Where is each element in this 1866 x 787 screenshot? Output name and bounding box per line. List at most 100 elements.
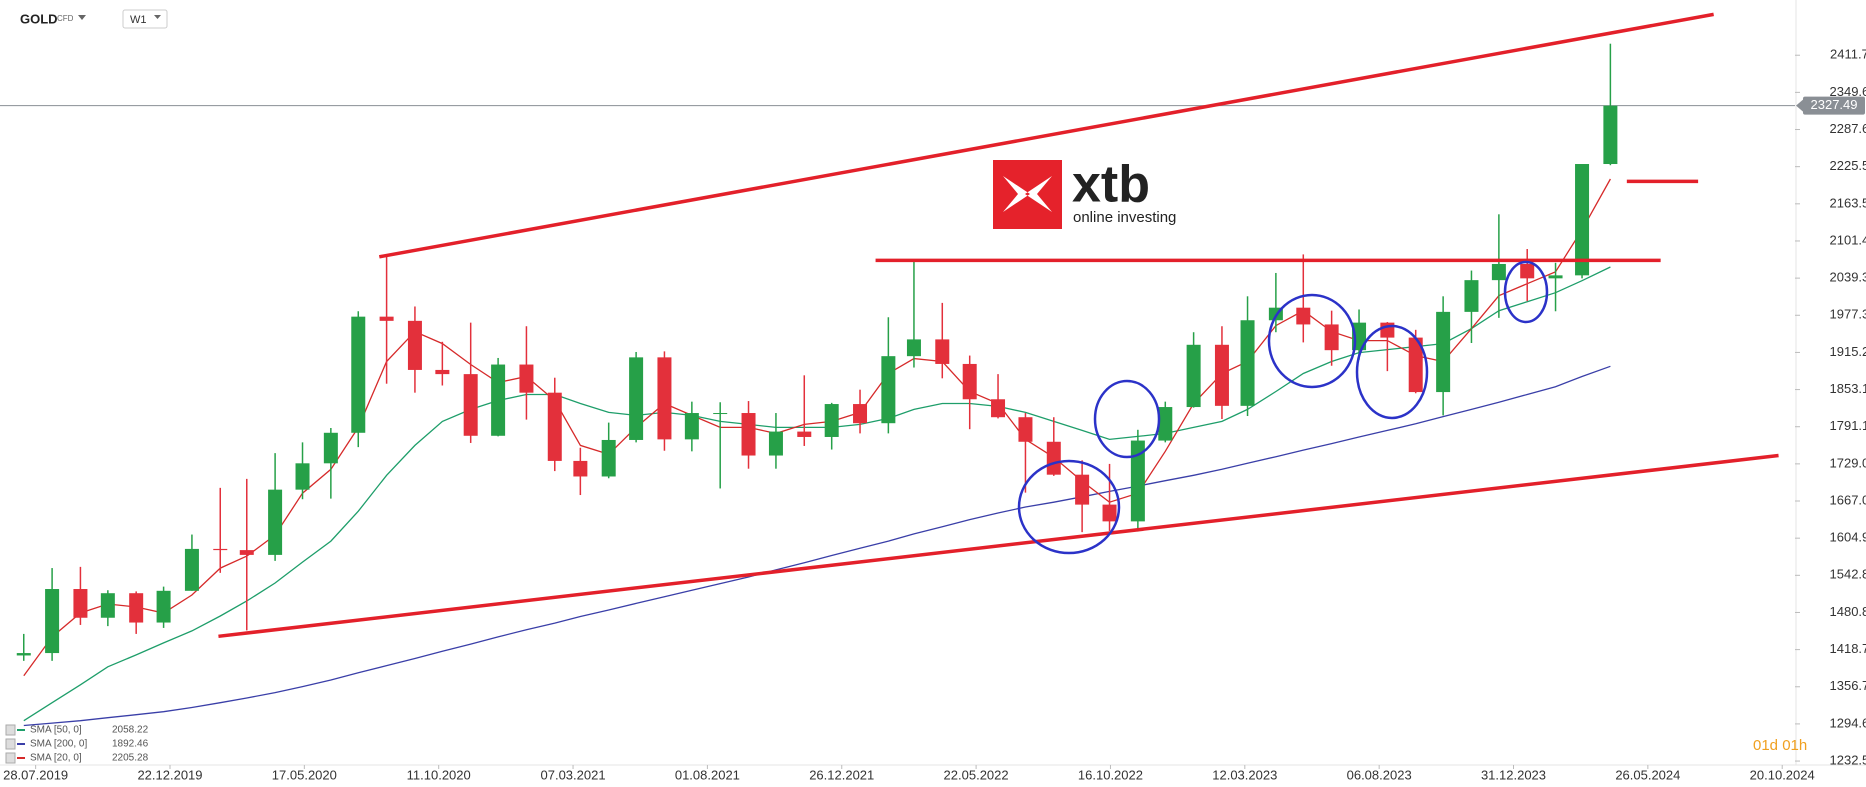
candle-body [268, 489, 283, 555]
candle-body [407, 320, 422, 370]
legend-name: SMA [50, 0] [30, 725, 82, 736]
toolbar: GOLD CFD W1 [20, 9, 168, 29]
last-price-pointer [1796, 99, 1803, 112]
candle-body [323, 432, 338, 464]
x-tick-label: 06.08.2023 [1347, 767, 1412, 782]
candle-body [519, 364, 534, 393]
candle-body [1102, 504, 1117, 522]
logo: xtb online investing [985, 152, 1185, 236]
candle-body [16, 653, 31, 656]
y-tick-label: 1542.89 [1830, 567, 1866, 582]
candle-body [906, 339, 921, 357]
sma-line [23, 266, 1611, 722]
y-tick-label: 2349.69 [1830, 84, 1866, 99]
y-tick-label: 1915.26 [1830, 344, 1866, 359]
logo-tagline: online investing [1073, 209, 1176, 226]
candle-body [463, 374, 478, 436]
candle-body [797, 431, 812, 437]
legend-value: 2058.22 [112, 725, 149, 736]
x-tick-label: 17.05.2020 [272, 767, 337, 782]
candle-body [351, 316, 366, 433]
candle-body [1240, 320, 1255, 406]
candle-body [1075, 474, 1090, 505]
candle-body [962, 363, 977, 400]
annotations [1017, 260, 1549, 555]
symbol[interactable]: GOLD [20, 11, 58, 26]
x-tick-label: 28.07.2019 [3, 767, 68, 782]
annotation-circle [1503, 260, 1549, 324]
y-tick-label: 1232.58 [1830, 752, 1866, 767]
candle-body [1436, 311, 1451, 393]
x-tick-label: 26.05.2024 [1615, 767, 1680, 782]
candle-body [1408, 337, 1423, 393]
candle-body [213, 548, 228, 551]
annotation-circle [1267, 293, 1357, 389]
annotation-circle [1093, 379, 1161, 459]
y-tick-label: 1729.07 [1830, 455, 1866, 470]
legend-value: 1892.46 [112, 739, 149, 750]
x-tick-label: 22.12.2019 [137, 767, 202, 782]
logo-icon [1003, 176, 1052, 212]
legend-name: SMA [200, 0] [30, 739, 87, 750]
legend: SMA [50, 0] 2058.22 SMA [200, 0] 1892.46 SMA… [5, 724, 149, 764]
candle-body [435, 369, 450, 375]
candle-body [768, 431, 783, 456]
x-tick-label: 22.05.2022 [944, 767, 1009, 782]
candle-body [1046, 441, 1061, 475]
legend-name: SMA [20, 0] [30, 753, 82, 764]
last-price-badge [1803, 96, 1865, 115]
candle-body [935, 339, 950, 364]
interval-select[interactable] [122, 9, 168, 29]
annotation-circle [1017, 459, 1121, 555]
last-price-label: 2327.49 [1811, 97, 1858, 112]
x-tick-label: 16.10.2022 [1078, 767, 1143, 782]
candle-body [184, 548, 199, 591]
x-tick-label: 07.03.2021 [541, 767, 606, 782]
candle-body [1324, 324, 1339, 351]
candle-body [573, 460, 588, 477]
candle-body [547, 392, 562, 461]
candle-body [1186, 344, 1201, 408]
dropdown-arrow[interactable] [154, 15, 161, 19]
plot-area [0, 12, 1795, 727]
candle-body [1603, 105, 1618, 165]
candle-body [1520, 263, 1535, 279]
y-tick-label: 2039.38 [1830, 270, 1866, 285]
y-tick-label: 2163.50 [1830, 195, 1866, 210]
x-tick-label: 26.12.2021 [809, 767, 874, 782]
y-tick-label: 1480.83 [1830, 604, 1866, 619]
candle-body [1158, 407, 1173, 441]
candle-body [1464, 280, 1479, 312]
y-tick-label: 1977.32 [1830, 307, 1866, 322]
y-tick-label: 2101.44 [1830, 232, 1866, 247]
candle-body [1214, 344, 1229, 406]
y-tick-label: 2287.63 [1830, 121, 1866, 136]
candle-body [824, 404, 839, 437]
logo-brand: xtb [1072, 156, 1150, 214]
y-tick-label: 1667.01 [1830, 492, 1866, 507]
candle-body [601, 439, 616, 477]
legend-icon [5, 724, 16, 736]
candle-body [1575, 164, 1590, 276]
candle-body [295, 463, 310, 490]
candle-body [881, 356, 896, 424]
candle-body [491, 364, 506, 436]
candle-body [73, 589, 88, 618]
candle-body [629, 357, 644, 440]
x-tick-label: 12.03.2023 [1212, 767, 1277, 782]
market: CFD [57, 14, 74, 23]
y-tick-label: 1418.76 [1830, 641, 1866, 656]
x-tick-label: 11.10.2020 [407, 767, 471, 782]
interval: W1 [130, 14, 147, 26]
candle-body [1548, 275, 1563, 279]
sma-line [23, 178, 1611, 677]
candle-body [853, 404, 868, 424]
candle-body [100, 593, 115, 618]
candle-body [741, 413, 756, 456]
candle-body [1296, 307, 1311, 325]
dropdown-arrow[interactable] [78, 15, 86, 20]
y-tick-label: 2411.75 [1830, 47, 1866, 62]
y-tick-label: 1791.13 [1830, 418, 1866, 433]
